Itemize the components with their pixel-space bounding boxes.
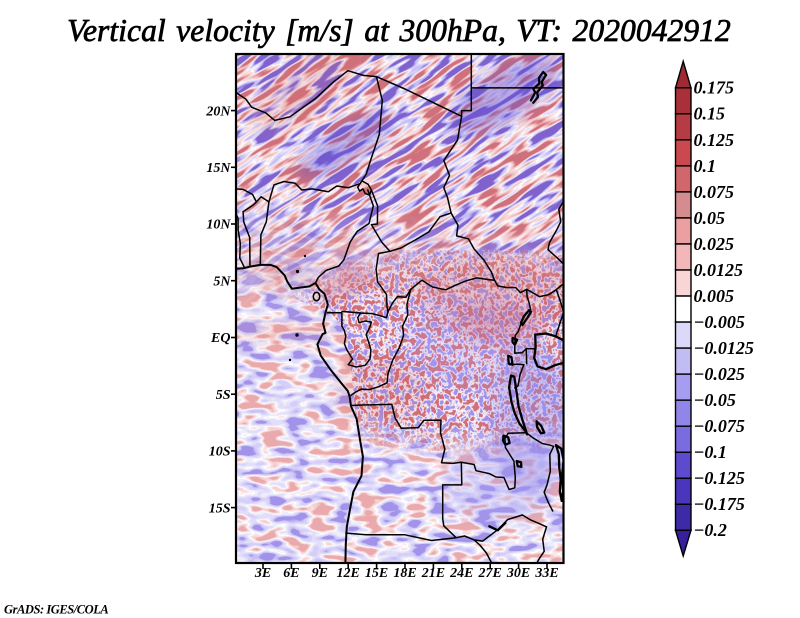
svg-text:0.075: 0.075 bbox=[694, 182, 735, 202]
svg-text:9E: 9E bbox=[312, 566, 328, 581]
svg-text:15N: 15N bbox=[206, 161, 231, 176]
svg-text:Vertical velocity [m/s] at 300: Vertical velocity [m/s] at 300hPa, VT: 2… bbox=[67, 13, 731, 48]
svg-text:−0.2: −0.2 bbox=[694, 520, 727, 540]
svg-text:30E: 30E bbox=[506, 566, 530, 581]
svg-text:3E: 3E bbox=[254, 566, 271, 581]
svg-text:−0.0125: −0.0125 bbox=[694, 338, 754, 358]
svg-text:18E: 18E bbox=[393, 566, 416, 581]
svg-text:0.15: 0.15 bbox=[694, 104, 726, 124]
svg-text:10N: 10N bbox=[206, 218, 231, 233]
svg-text:GrADS: IGES/COLA: GrADS: IGES/COLA bbox=[4, 603, 108, 617]
svg-text:33E: 33E bbox=[534, 566, 558, 581]
svg-text:−0.05: −0.05 bbox=[694, 390, 736, 410]
svg-text:0.1: 0.1 bbox=[694, 156, 717, 176]
svg-text:−0.025: −0.025 bbox=[694, 364, 745, 384]
svg-text:−0.1: −0.1 bbox=[694, 442, 727, 462]
svg-text:6E: 6E bbox=[283, 566, 299, 581]
svg-text:0.0125: 0.0125 bbox=[694, 260, 744, 280]
svg-text:EQ: EQ bbox=[210, 331, 230, 346]
svg-text:0.005: 0.005 bbox=[694, 286, 735, 306]
svg-text:0.175: 0.175 bbox=[694, 78, 735, 98]
svg-text:5S: 5S bbox=[216, 388, 231, 403]
svg-text:10S: 10S bbox=[209, 445, 231, 460]
svg-text:15S: 15S bbox=[209, 501, 231, 516]
svg-text:12E: 12E bbox=[337, 566, 360, 581]
svg-text:0.125: 0.125 bbox=[694, 130, 735, 150]
svg-text:−0.075: −0.075 bbox=[694, 416, 745, 436]
svg-text:5N: 5N bbox=[213, 274, 231, 289]
svg-text:21E: 21E bbox=[421, 566, 445, 581]
svg-text:27E: 27E bbox=[478, 566, 502, 581]
svg-text:24E: 24E bbox=[449, 566, 473, 581]
svg-text:−0.125: −0.125 bbox=[694, 468, 745, 488]
svg-text:20N: 20N bbox=[205, 104, 231, 119]
svg-text:−0.005: −0.005 bbox=[694, 312, 745, 332]
svg-text:−0.175: −0.175 bbox=[694, 494, 745, 514]
svg-text:0.05: 0.05 bbox=[694, 208, 726, 228]
svg-text:0.025: 0.025 bbox=[694, 234, 735, 254]
svg-text:15E: 15E bbox=[365, 566, 388, 581]
